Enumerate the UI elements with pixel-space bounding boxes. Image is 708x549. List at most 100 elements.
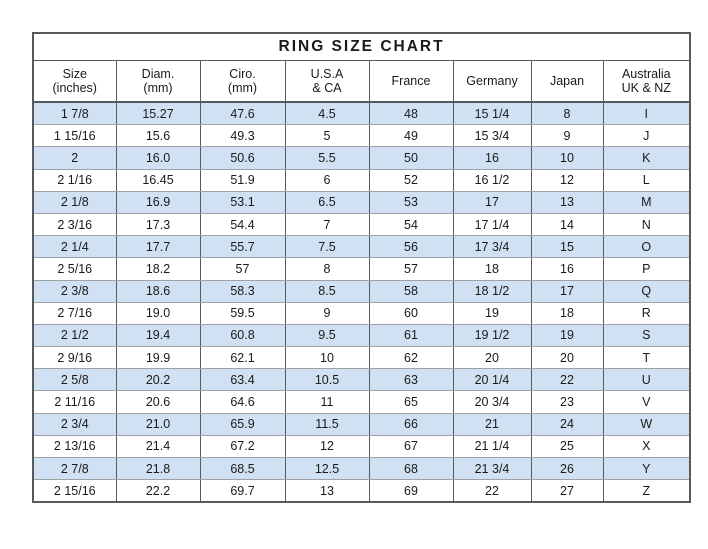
cell-r13-c3: 11: [284, 390, 370, 414]
table-row: 2 1/16 16.45 51.9 6 52 16 1/2 12 L: [32, 168, 691, 192]
cell-r14-c2: 65.9: [199, 412, 286, 436]
cell-r11-c1: 19.9: [115, 346, 201, 370]
cell-r16-c6: 26: [530, 456, 604, 481]
chart-title-row: RING SIZE CHART: [32, 32, 691, 61]
cell-r16-c1: 21.8: [115, 456, 201, 481]
table-row: 2 16.0 50.6 5.5 50 16 10 K: [32, 146, 691, 170]
cell-r16-c3: 12.5: [284, 456, 370, 481]
table-row: 2 1/2 19.4 60.8 9.5 61 19 1/2 19 S: [32, 323, 691, 348]
column-header-line2: (mm): [143, 81, 173, 95]
table-row: 2 7/16 19.0 59.5 9 60 19 18 R: [32, 301, 691, 325]
cell-r6-c4: 56: [368, 235, 454, 259]
cell-r3-c6: 12: [530, 168, 604, 192]
chart-title: RING SIZE CHART: [32, 32, 691, 61]
cell-r4-c3: 6.5: [284, 190, 370, 214]
cell-r13-c5: 20 3/4: [452, 390, 532, 414]
cell-r14-c0: 2 3/4: [32, 412, 117, 436]
cell-r14-c6: 24: [530, 412, 604, 436]
cell-r13-c4: 65: [368, 390, 454, 414]
cell-r10-c5: 19 1/2: [452, 323, 532, 348]
cell-r9-c4: 60: [368, 301, 454, 325]
column-header-0: Size (inches): [32, 60, 117, 103]
cell-r2-c1: 16.0: [115, 146, 201, 170]
ring-size-chart-table: RING SIZE CHART Size (inches) Diam. (mm) Cir…: [32, 32, 692, 504]
cell-r10-c1: 19.4: [115, 323, 201, 348]
column-header-line1: Germany: [466, 73, 518, 88]
cell-r13-c6: 23: [530, 390, 604, 414]
cell-r7-c7: P: [602, 257, 691, 281]
cell-r9-c1: 19.0: [115, 301, 201, 325]
cell-r8-c0: 2 3/8: [32, 279, 117, 303]
column-header-2: Ciro. (mm): [199, 60, 286, 103]
cell-r13-c7: V: [602, 390, 691, 414]
cell-r8-c1: 18.6: [115, 279, 201, 303]
cell-r10-c4: 61: [368, 323, 454, 348]
cell-r2-c7: K: [602, 146, 691, 170]
table-row: 2 7/8 21.8 68.5 12.5 68 21 3/4 26 Y: [32, 456, 691, 481]
cell-r7-c6: 16: [530, 257, 604, 281]
cell-r1-c0: 1 15/16: [32, 124, 117, 148]
cell-r8-c7: Q: [602, 279, 691, 303]
column-header-7: Australia UK & NZ: [602, 60, 691, 103]
table-row: 2 13/16 21.4 67.2 12 67 21 1/4 25 X: [32, 434, 691, 459]
cell-r11-c3: 10: [284, 346, 370, 370]
column-header-line1: Diam.: [141, 66, 175, 81]
table-row: 2 1/8 16.9 53.1 6.5 53 17 13 M: [32, 190, 691, 214]
cell-r17-c6: 27: [530, 479, 604, 503]
cell-r3-c7: L: [602, 168, 691, 192]
cell-r5-c0: 2 3/16: [32, 212, 117, 237]
cell-r4-c1: 16.9: [115, 190, 201, 214]
ring-size-chart-container: RING SIZE CHART Size (inches) Diam. (mm) Cir…: [32, 32, 692, 504]
cell-r11-c2: 62.1: [199, 346, 286, 370]
cell-r14-c1: 21.0: [115, 412, 201, 436]
table-row: 2 9/16 19.9 62.1 10 62 20 20 T: [32, 346, 691, 370]
column-header-line1: France: [391, 73, 431, 88]
table-row: 1 15/16 15.6 49.3 5 49 15 3/4 9 J: [32, 124, 691, 148]
cell-r12-c6: 22: [530, 368, 604, 392]
column-header-line1: Australia: [621, 66, 671, 81]
cell-r2-c6: 10: [530, 146, 604, 170]
table-row: 2 3/16 17.3 54.4 7 54 17 1/4 14 N: [32, 212, 691, 237]
cell-r9-c2: 59.5: [199, 301, 286, 325]
cell-r5-c5: 17 1/4: [452, 212, 532, 237]
cell-r6-c7: O: [602, 235, 691, 259]
cell-r1-c4: 49: [368, 124, 454, 148]
cell-r4-c0: 2 1/8: [32, 190, 117, 214]
cell-r0-c1: 15.27: [115, 101, 201, 126]
cell-r9-c7: R: [602, 301, 691, 325]
cell-r9-c6: 18: [530, 301, 604, 325]
column-header-6: Japan: [530, 60, 604, 103]
cell-r0-c4: 48: [368, 101, 454, 126]
table-row: 1 7/8 15.27 47.6 4.5 48 15 1/4 8 I: [32, 101, 691, 126]
cell-r17-c2: 69.7: [199, 479, 286, 503]
cell-r6-c3: 7.5: [284, 235, 370, 259]
column-header-3: U.S.A & CA: [284, 60, 370, 103]
cell-r9-c5: 19: [452, 301, 532, 325]
cell-r11-c5: 20: [452, 346, 532, 370]
cell-r3-c5: 16 1/2: [452, 168, 532, 192]
cell-r15-c7: X: [602, 434, 691, 459]
cell-r15-c0: 2 13/16: [32, 434, 117, 459]
cell-r11-c0: 2 9/16: [32, 346, 117, 370]
cell-r15-c6: 25: [530, 434, 604, 459]
cell-r0-c7: I: [602, 101, 691, 126]
cell-r4-c4: 53: [368, 190, 454, 214]
cell-r0-c3: 4.5: [284, 101, 370, 126]
column-header-line1: U.S.A: [310, 66, 344, 81]
cell-r14-c7: W: [602, 412, 691, 436]
cell-r12-c5: 20 1/4: [452, 368, 532, 392]
cell-r13-c1: 20.6: [115, 390, 201, 414]
cell-r5-c1: 17.3: [115, 212, 201, 237]
cell-r6-c2: 55.7: [199, 235, 286, 259]
cell-r3-c0: 2 1/16: [32, 168, 117, 192]
cell-r11-c4: 62: [368, 346, 454, 370]
cell-r13-c0: 2 11/16: [32, 390, 117, 414]
cell-r4-c5: 17: [452, 190, 532, 214]
column-header-1: Diam. (mm): [115, 60, 201, 103]
cell-r7-c5: 18: [452, 257, 532, 281]
cell-r15-c3: 12: [284, 434, 370, 459]
cell-r16-c2: 68.5: [199, 456, 286, 481]
cell-r8-c2: 58.3: [199, 279, 286, 303]
column-header-line1: Ciro.: [229, 66, 256, 81]
cell-r9-c3: 9: [284, 301, 370, 325]
